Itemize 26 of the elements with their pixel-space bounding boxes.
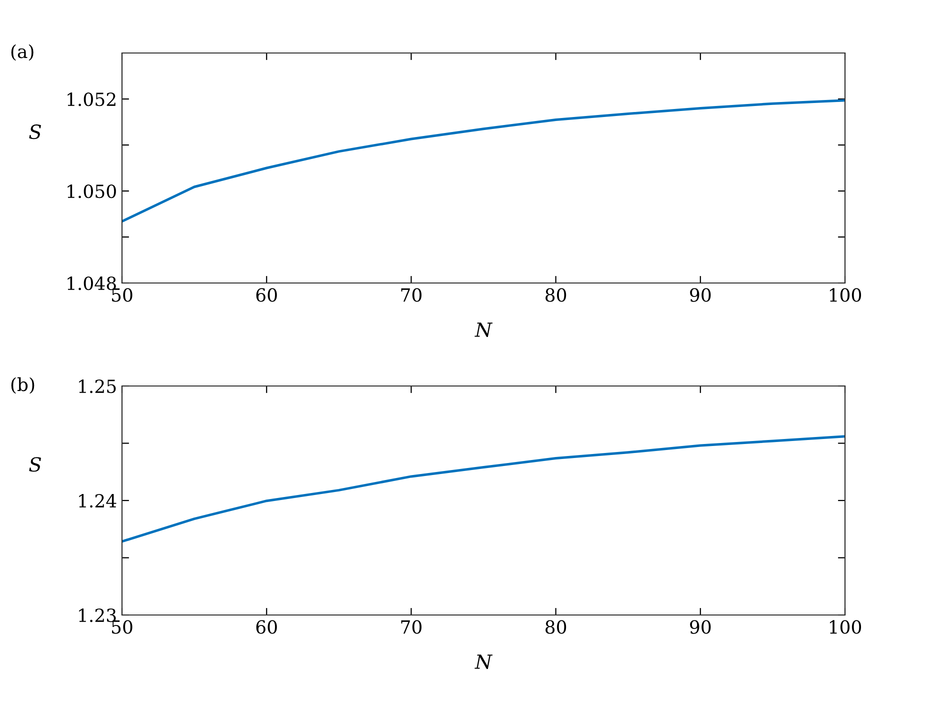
y-tick-label: 1.24	[79, 494, 116, 508]
line-series	[122, 99, 845, 223]
chart-title: (b)	[11, 377, 34, 394]
x-tick-label: 60	[256, 620, 277, 634]
x-tick-label: 70	[401, 620, 422, 634]
x-tick-label: 100	[830, 288, 862, 302]
y-tick-label: 1.052	[68, 92, 116, 106]
x-tick-label: 50	[112, 288, 132, 302]
y-tick-label: 1.23	[79, 608, 116, 622]
y-tick-label: 1.25	[79, 379, 116, 394]
x-axis-title: N	[474, 654, 493, 670]
y-axis-title: S	[29, 457, 42, 472]
x-tick-label: 70	[401, 288, 422, 302]
x-tick-label: 80	[546, 288, 566, 302]
x-tick-label: 60	[256, 288, 277, 302]
y-tick-label: 1.050	[68, 184, 116, 198]
x-tick-label: 100	[830, 620, 862, 634]
x-tick-label: 90	[690, 620, 711, 634]
x-tick-label: 80	[546, 620, 566, 634]
y-axis-title: S	[29, 124, 42, 140]
x-tick-label: 50	[112, 620, 132, 634]
chart-title: (a)	[11, 44, 34, 61]
x-tick-label: 90	[690, 288, 711, 302]
y-tick-label: 1.048	[68, 276, 116, 290]
line-series	[122, 435, 845, 543]
x-axis-title: N	[474, 322, 493, 338]
